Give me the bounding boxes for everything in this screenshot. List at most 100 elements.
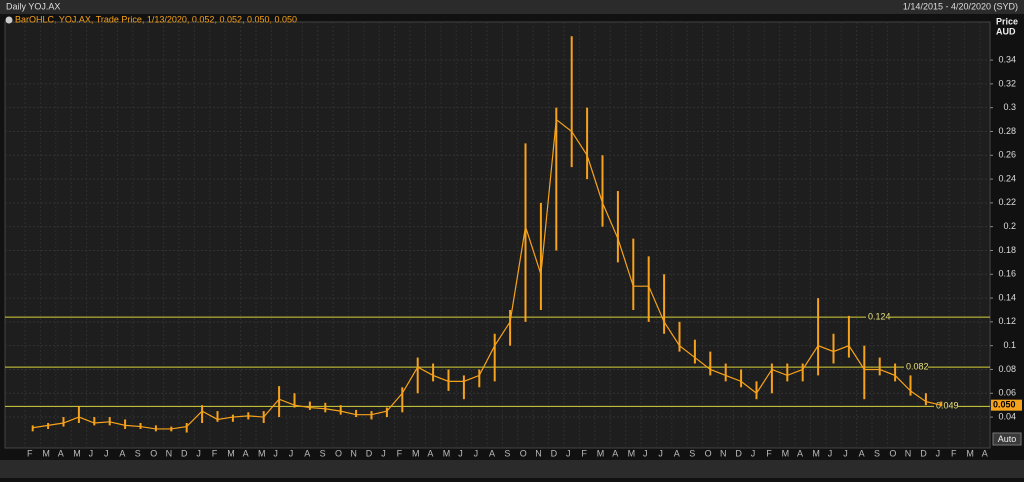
x-tick-label: M [73,448,81,458]
level-label-bg [934,401,958,412]
x-tick-label: M [258,448,266,458]
date-range: 1/14/2015 - 4/20/2020 (SYD) [903,1,1018,11]
close-line [32,118,942,430]
x-tick-label: O [520,448,527,458]
x-tick-label: O [705,448,712,458]
x-tick-label: S [874,448,880,458]
quarter-bar [0,460,1024,478]
x-tick-label: J [474,448,479,458]
x-tick-label: J [381,448,386,458]
x-tick-label: F [212,448,218,458]
title: Daily YOJ.AX [6,1,60,11]
level-label: 0.124 [868,311,891,321]
x-tick-label: J [936,448,941,458]
x-tick-label: O [335,448,342,458]
y-tick-label: 0.28 [998,126,1016,136]
x-tick-label: A [304,448,310,458]
x-tick-label: S [135,448,141,458]
y-tick-label: 0.22 [998,197,1016,207]
x-tick-label: O [889,448,896,458]
x-tick-label: A [427,448,433,458]
x-tick-label: D [735,448,742,458]
x-tick-label: F [581,448,587,458]
y-tick-label: 0.3 [1003,102,1016,112]
x-tick-label: N [535,448,542,458]
x-tick-label: D [920,448,927,458]
x-tick-label: J [89,448,94,458]
level-label: 0.049 [936,401,959,411]
y-tick-label: 0.04 [998,411,1016,421]
x-tick-label: M [812,448,820,458]
x-tick-label: A [982,448,988,458]
x-tick-label: A [119,448,125,458]
auto-button[interactable] [992,432,1022,446]
x-tick-label: D [551,448,558,458]
x-tick-label: D [366,448,373,458]
x-tick-label: S [320,448,326,458]
x-tick-label: A [674,448,680,458]
x-tick-label: J [458,448,463,458]
x-tick-label: J [196,448,201,458]
last-price-label: 0.050 [993,400,1016,410]
x-tick-label: A [797,448,803,458]
y-tick-label: 0.1 [1003,340,1016,350]
y-tick-label: 0.2 [1003,221,1016,231]
y-tick-label: 0.26 [998,150,1016,160]
x-tick-label: M [443,448,451,458]
x-tick-label: M [42,448,50,458]
x-tick-label: M [628,448,636,458]
x-tick-label: J [843,448,848,458]
x-tick-label: J [104,448,109,458]
x-tick-label: F [397,448,403,458]
y-tick-label: 0.18 [998,245,1016,255]
x-tick-label: J [643,448,648,458]
x-tick-label: J [751,448,756,458]
x-tick-label: J [273,448,278,458]
x-tick-label: A [612,448,618,458]
axis-label: AUD [996,26,1016,36]
x-tick-label: S [689,448,695,458]
x-tick-label: J [828,448,833,458]
x-tick-label: O [150,448,157,458]
x-tick-label: S [504,448,510,458]
x-tick-label: D [181,448,188,458]
x-tick-label: J [566,448,571,458]
plot-area [4,21,991,449]
x-tick-label: A [859,448,865,458]
x-tick-label: A [489,448,495,458]
x-tick-label: J [289,448,294,458]
x-tick-label: N [350,448,357,458]
x-tick-label: M [597,448,605,458]
x-tick-label: F [766,448,772,458]
x-tick-label: N [166,448,173,458]
axis-label: Price [996,16,1018,26]
y-tick-label: 0.06 [998,388,1016,398]
auto-button-label[interactable]: Auto [998,434,1017,444]
y-tick-label: 0.32 [998,78,1016,88]
y-tick-label: 0.14 [998,292,1016,302]
x-tick-label: M [966,448,974,458]
x-tick-label: A [58,448,64,458]
y-tick-label: 0.08 [998,364,1016,374]
legend: BarOHLC, YOJ.AX, Trade Price, 1/13/2020,… [15,14,297,24]
y-tick-label: 0.12 [998,316,1016,326]
level-label-bg [904,362,928,373]
y-tick-label: 0.24 [998,173,1016,183]
title-bar [0,0,1024,14]
x-tick-label: N [720,448,727,458]
x-tick-label: F [27,448,33,458]
x-tick-label: M [412,448,420,458]
x-tick-label: J [658,448,663,458]
x-tick-label: A [243,448,249,458]
level-label: 0.082 [906,361,929,371]
x-tick-label: N [905,448,912,458]
x-tick-label: M [782,448,790,458]
legend-icon[interactable] [5,16,13,24]
y-tick-label: 0.16 [998,269,1016,279]
x-tick-label: F [951,448,957,458]
last-price-tag [991,399,1022,411]
x-tick-label: M [227,448,235,458]
y-tick-label: 0.34 [998,54,1016,64]
level-label-bg [866,312,890,323]
